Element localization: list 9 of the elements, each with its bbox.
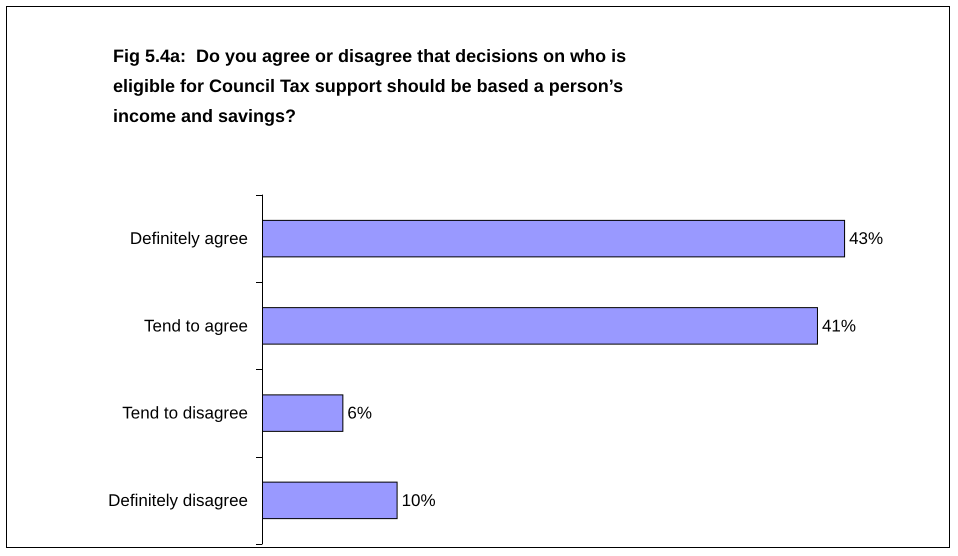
y-tick-label: Definitely agree bbox=[130, 229, 248, 248]
y-tick-label: Tend to agree bbox=[144, 316, 248, 336]
chart-title: Fig 5.4a: Do you agree or disagree that decisions on who is eligible for Council Tax support should be based a person’s income and savings? bbox=[113, 46, 632, 126]
data-label: 6% bbox=[347, 404, 372, 423]
y-tick-label: Definitely disagree bbox=[108, 490, 248, 510]
y-tick-label: Tend to disagree bbox=[122, 404, 248, 423]
data-label: 41% bbox=[822, 316, 856, 336]
data-label: 43% bbox=[849, 229, 884, 248]
data-label: 10% bbox=[402, 490, 436, 510]
